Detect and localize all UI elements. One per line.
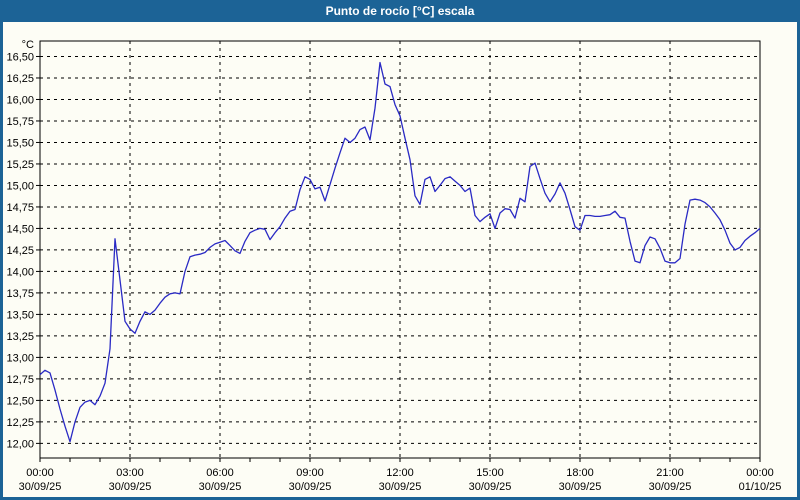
y-tick-label: 13,75 <box>6 288 34 300</box>
x-tick-time-label: 15:00 <box>476 467 504 479</box>
x-tick-time-label: 09:00 <box>296 467 324 479</box>
y-tick-label: 15,75 <box>6 116 34 128</box>
x-tick-time-label: 00:00 <box>26 467 54 479</box>
y-tick-label: 12,50 <box>6 395 34 407</box>
y-tick-label: 12,00 <box>6 438 34 450</box>
y-tick-label: 15,50 <box>6 137 34 149</box>
x-tick-date-label: 30/09/25 <box>289 481 332 493</box>
y-tick-label: 12,75 <box>6 374 34 386</box>
y-tick-label: 16,25 <box>6 73 34 85</box>
page-title: Punto de rocío [°C] escala <box>325 4 475 18</box>
y-axis-unit-label: °C <box>22 39 34 51</box>
y-tick-label: 14,50 <box>6 223 34 235</box>
y-tick-label: 14,75 <box>6 202 34 214</box>
y-tick-label: 13,00 <box>6 352 34 364</box>
y-tick-label: 15,25 <box>6 159 34 171</box>
y-tick-label: 13,50 <box>6 309 34 321</box>
y-tick-label: 13,25 <box>6 331 34 343</box>
x-tick-date-label: 30/09/25 <box>379 481 422 493</box>
series-line <box>39 61 761 443</box>
x-tick-date-label: 30/09/25 <box>199 481 242 493</box>
x-tick-date-label: 30/09/25 <box>109 481 152 493</box>
window-border-bottom <box>0 497 800 500</box>
y-tick-label: 16,00 <box>6 94 34 106</box>
y-tick-label: 12,25 <box>6 417 34 429</box>
x-tick-date-label: 30/09/25 <box>19 481 62 493</box>
y-tick-label: 14,00 <box>6 266 34 278</box>
x-tick-time-label: 21:00 <box>656 467 684 479</box>
window-border-left <box>0 0 3 500</box>
x-tick-date-label: 30/09/25 <box>469 481 512 493</box>
x-tick-date-label: 30/09/25 <box>559 481 602 493</box>
x-tick-date-label: 01/10/25 <box>739 481 782 493</box>
x-tick-time-label: 12:00 <box>386 467 414 479</box>
title-bar: Punto de rocío [°C] escala <box>0 0 800 22</box>
x-tick-time-label: 00:00 <box>746 467 774 479</box>
x-tick-time-label: 06:00 <box>206 467 234 479</box>
window-border-right <box>797 0 800 500</box>
plot-border <box>39 40 761 459</box>
x-tick-time-label: 03:00 <box>116 467 144 479</box>
y-tick-label: 15,00 <box>6 180 34 192</box>
y-tick-label: 16,50 <box>6 51 34 63</box>
x-tick-date-label: 30/09/25 <box>649 481 692 493</box>
y-tick-label: 14,25 <box>6 245 34 257</box>
x-tick-time-label: 18:00 <box>566 467 594 479</box>
